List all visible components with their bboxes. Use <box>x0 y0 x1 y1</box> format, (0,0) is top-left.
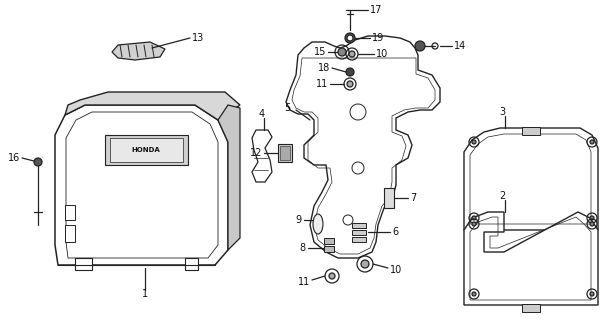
Bar <box>384 188 394 208</box>
Text: 1: 1 <box>142 289 148 299</box>
Text: 19: 19 <box>372 33 384 43</box>
Circle shape <box>472 216 476 220</box>
Circle shape <box>347 35 353 41</box>
Text: 18: 18 <box>318 63 330 73</box>
Polygon shape <box>252 130 272 182</box>
Circle shape <box>346 68 354 76</box>
Bar <box>352 237 366 242</box>
Circle shape <box>590 140 594 144</box>
Circle shape <box>472 292 476 296</box>
Text: 2: 2 <box>499 191 505 201</box>
Circle shape <box>329 273 335 279</box>
Text: 4: 4 <box>259 109 265 119</box>
Polygon shape <box>185 258 198 270</box>
Text: 10: 10 <box>376 49 388 59</box>
Text: HONDA: HONDA <box>132 147 160 153</box>
Bar <box>522 304 540 312</box>
Polygon shape <box>55 105 228 265</box>
Polygon shape <box>218 105 240 250</box>
Bar <box>324 238 334 244</box>
Text: 9: 9 <box>296 215 302 225</box>
Circle shape <box>415 41 425 51</box>
Bar <box>522 127 540 135</box>
Bar <box>352 223 366 228</box>
Circle shape <box>361 260 369 268</box>
Polygon shape <box>65 92 240 120</box>
Text: 7: 7 <box>410 193 416 203</box>
Text: 15: 15 <box>313 47 326 57</box>
Circle shape <box>590 222 594 226</box>
Text: 6: 6 <box>392 227 398 237</box>
Polygon shape <box>110 138 183 162</box>
Circle shape <box>349 51 355 57</box>
Text: 11: 11 <box>298 277 310 287</box>
Circle shape <box>345 33 355 43</box>
Polygon shape <box>105 135 188 165</box>
Text: 8: 8 <box>300 243 306 253</box>
Text: 5: 5 <box>284 103 290 113</box>
Bar <box>278 144 292 162</box>
Bar <box>324 246 334 252</box>
Ellipse shape <box>313 214 323 234</box>
Text: 16: 16 <box>8 153 20 163</box>
Circle shape <box>590 292 594 296</box>
Text: 17: 17 <box>370 5 382 15</box>
Polygon shape <box>112 42 165 60</box>
Circle shape <box>338 48 346 56</box>
Text: 13: 13 <box>192 33 204 43</box>
Circle shape <box>472 140 476 144</box>
Text: 12: 12 <box>250 148 262 158</box>
Bar <box>352 230 366 235</box>
Circle shape <box>34 158 42 166</box>
Bar <box>280 146 290 160</box>
Polygon shape <box>286 36 440 258</box>
Text: 14: 14 <box>454 41 466 51</box>
Circle shape <box>472 222 476 226</box>
Polygon shape <box>65 225 75 242</box>
Polygon shape <box>75 258 92 270</box>
Text: 3: 3 <box>499 107 505 117</box>
Text: 11: 11 <box>316 79 328 89</box>
Circle shape <box>590 216 594 220</box>
Polygon shape <box>65 205 75 220</box>
Circle shape <box>347 81 353 87</box>
Text: 10: 10 <box>390 265 402 275</box>
Polygon shape <box>464 128 598 230</box>
Polygon shape <box>464 212 598 305</box>
